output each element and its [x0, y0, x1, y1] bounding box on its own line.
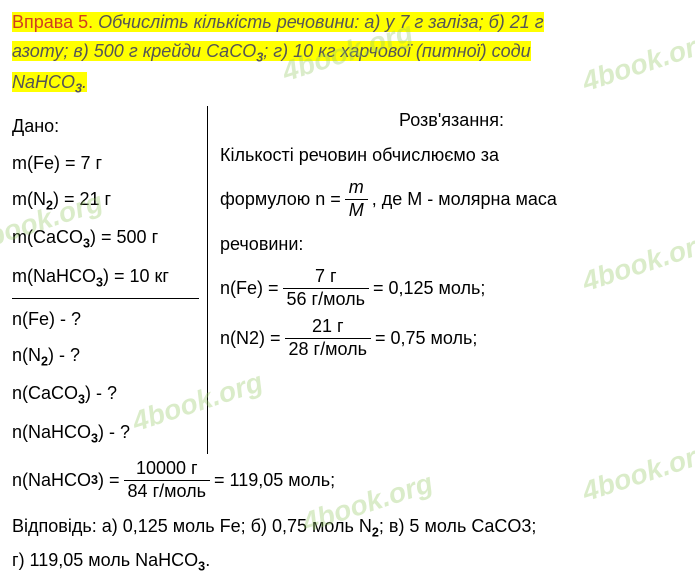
- fraction-formula: m M: [345, 177, 368, 221]
- problem-section: Дано: m(Fe) = 7 г m(N2) = 21 г m(CaCO3) …: [12, 106, 683, 454]
- task-text-3b: .: [82, 72, 87, 92]
- solution-intro3: речовини:: [220, 228, 683, 260]
- solution-column: Розв'язання: Кількості речовин обчислюєм…: [207, 106, 683, 454]
- fraction-n2: 21 г 28 г/моль: [285, 316, 371, 360]
- given-nahco3: m(NaHCO3) = 10 кг: [12, 260, 199, 294]
- fraction-nahco3: 10000 г 84 г/моль: [124, 458, 210, 502]
- answer-line2a: г) 119,05 моль NaHCO: [12, 550, 198, 570]
- answer-section: Відповідь: а) 0,125 моль Fe; б) 0,75 мол…: [12, 510, 683, 579]
- calc-fe: n(Fe) = 7 г 56 г/моль = 0,125 моль;: [220, 266, 683, 310]
- given-title: Дано:: [12, 110, 199, 142]
- calc-n2: n(N2) = 21 г 28 г/моль = 0,75 моль;: [220, 316, 683, 360]
- given-caco3: m(CaCO3) = 500 г: [12, 221, 199, 255]
- task-label: Вправа 5.: [12, 12, 93, 32]
- task-text-2a: азоту; в) 500 г крейди CaCO: [12, 41, 256, 61]
- sub3: 3: [75, 81, 82, 95]
- task-text-3a: NaHCO: [12, 72, 75, 92]
- task-text-1: Обчисліть кількість речовини: а) у 7 г з…: [93, 12, 543, 32]
- task-block: Вправа 5. Обчисліть кількість речовини: …: [12, 8, 683, 98]
- answer-line1b: ; в) 5 моль CaCO3;: [379, 516, 536, 536]
- find-fe: n(Fe) - ?: [12, 303, 199, 335]
- find-nahco3: n(NaHCO3) - ?: [12, 416, 199, 450]
- solution-formula: формулою n = m M , де M - молярна маса: [220, 177, 683, 221]
- find-n2: n(N2) - ?: [12, 339, 199, 373]
- given-fe: m(Fe) = 7 г: [12, 147, 199, 179]
- answer-line2b: .: [205, 550, 210, 570]
- fraction-fe: 7 г 56 г/моль: [283, 266, 369, 310]
- calc-nahco3: n(NaHCO3) = 10000 г 84 г/моль = 119,05 м…: [12, 458, 683, 502]
- given-column: Дано: m(Fe) = 7 г m(N2) = 21 г m(CaCO3) …: [12, 106, 207, 454]
- solution-title: Розв'язання:: [220, 106, 683, 135]
- given-n2: m(N2) = 21 г: [12, 183, 199, 217]
- solution-intro1: Кількості речовин обчислюємо за: [220, 139, 683, 171]
- find-caco3: n(CaCO3) - ?: [12, 377, 199, 411]
- divider: [12, 298, 199, 299]
- answer-line1a: Відповідь: а) 0,125 моль Fe; б) 0,75 мол…: [12, 516, 372, 536]
- task-text-2b: ; г) 10 кг харчової (питної) соди: [263, 41, 530, 61]
